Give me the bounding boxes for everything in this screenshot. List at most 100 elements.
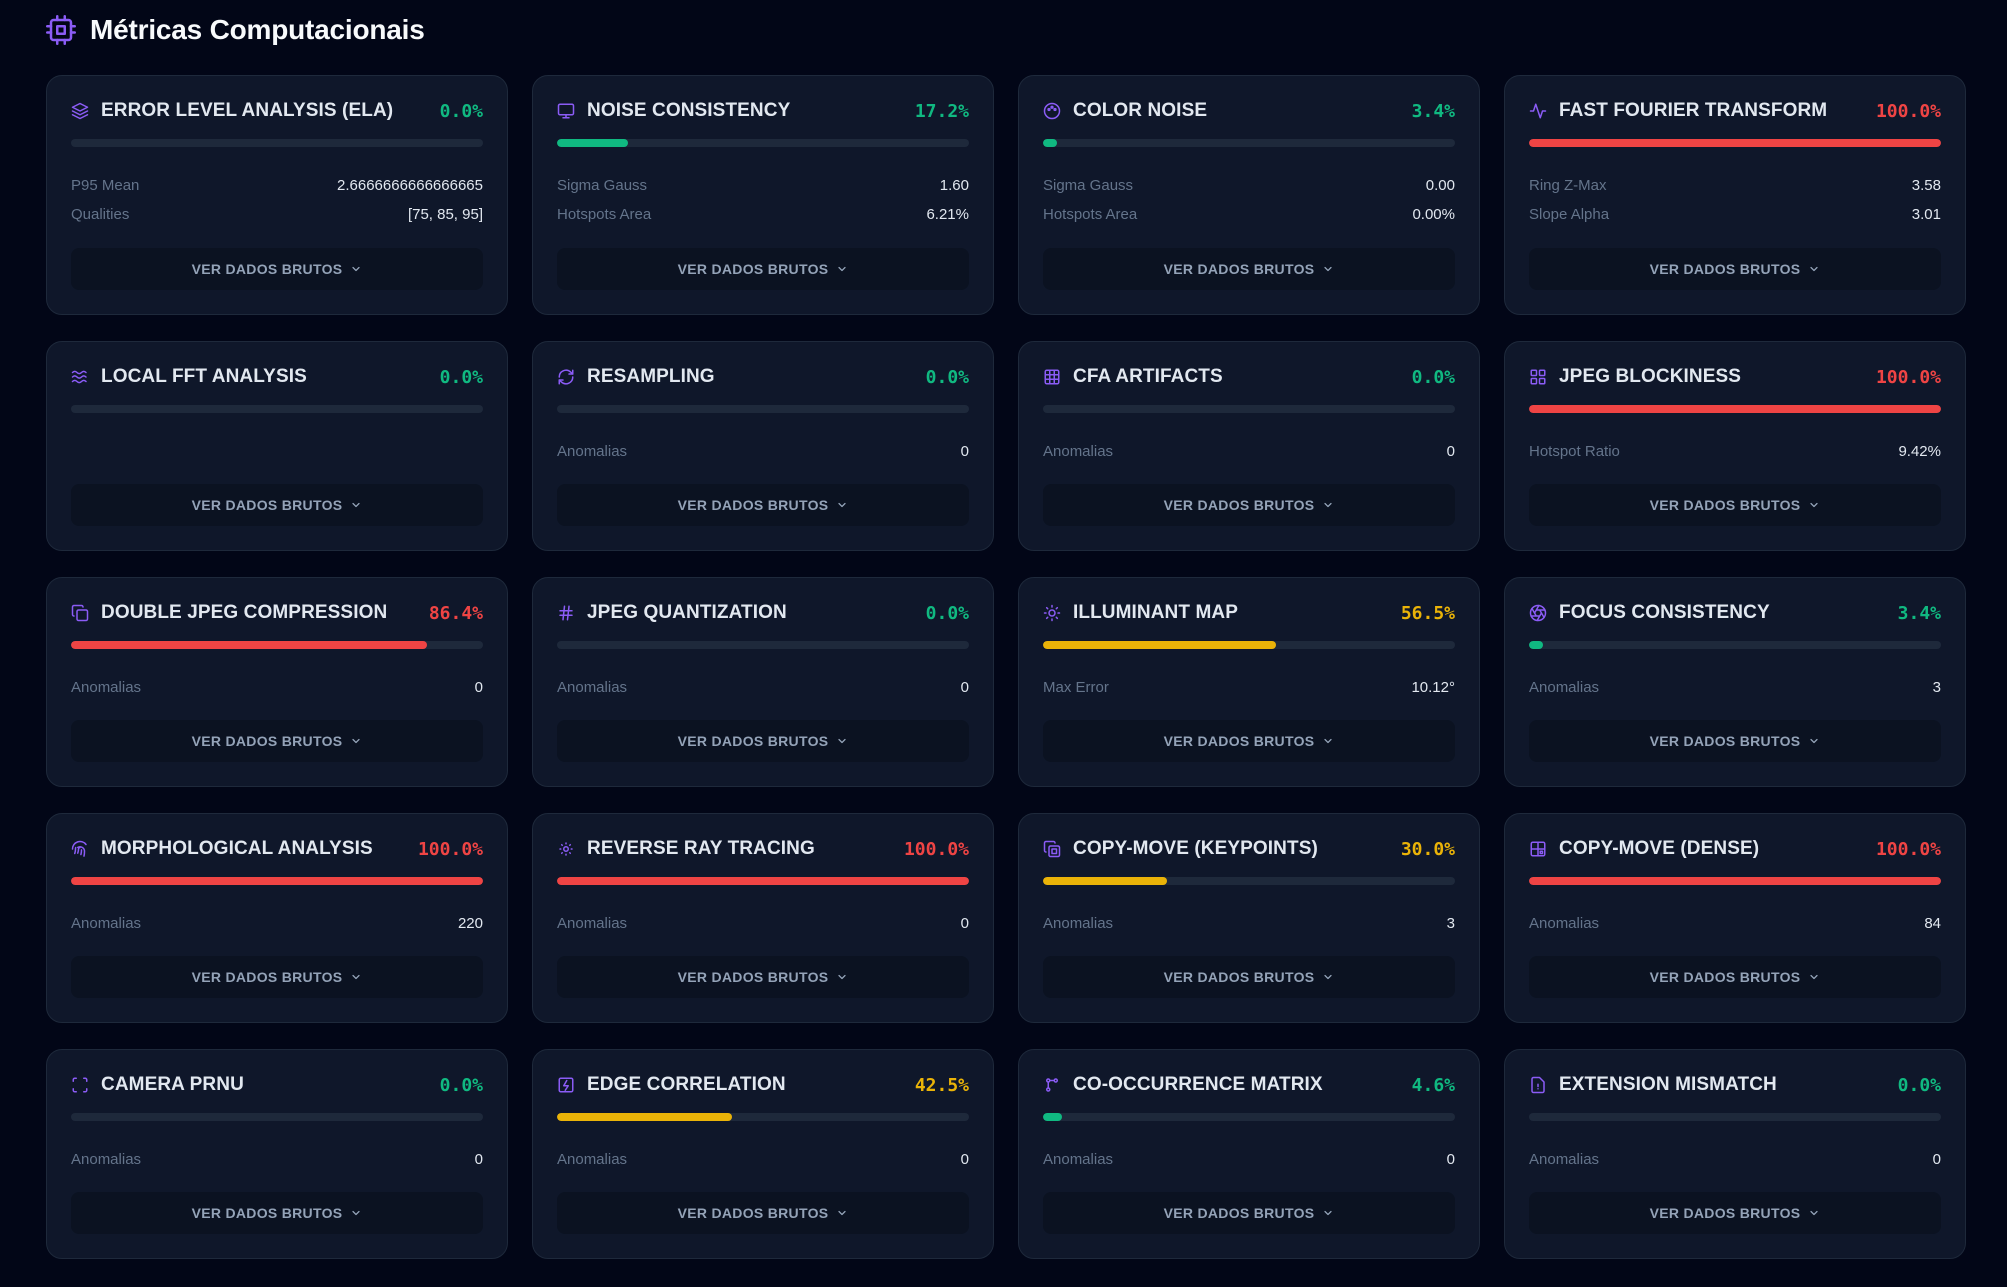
score-bar xyxy=(1529,405,1941,413)
stat-row: Sigma Gauss 0.00 xyxy=(1043,171,1455,200)
view-raw-data-button[interactable]: VER DADOS BRUTOS xyxy=(71,956,483,998)
score-bar-fill xyxy=(557,139,628,147)
chevron-down-icon xyxy=(836,263,848,275)
stat-row: Sigma Gauss 1.60 xyxy=(557,171,969,200)
stat-row: Qualities [75, 85, 95] xyxy=(71,200,483,229)
aperture-icon xyxy=(1529,604,1547,622)
grid-icon xyxy=(1043,368,1061,386)
view-raw-data-label: VER DADOS BRUTOS xyxy=(1163,733,1315,749)
metric-card: FOCUS CONSISTENCY 3.4% Anomalias 3 VER DADOS… xyxy=(1504,577,1966,787)
chevron-down-icon xyxy=(836,735,848,747)
chevron-down-icon xyxy=(350,263,362,275)
card-header: FOCUS CONSISTENCY 3.4% xyxy=(1529,602,1941,624)
view-raw-data-button[interactable]: VER DADOS BRUTOS xyxy=(1043,248,1455,290)
view-raw-data-button[interactable]: VER DADOS BRUTOS xyxy=(71,248,483,290)
view-raw-data-button[interactable]: VER DADOS BRUTOS xyxy=(557,720,969,762)
copy-keypoint-icon xyxy=(1043,840,1061,858)
score-bar-fill xyxy=(1043,641,1276,649)
view-raw-data-label: VER DADOS BRUTOS xyxy=(1649,733,1801,749)
score-bar-fill xyxy=(1529,877,1941,885)
chevron-down-icon xyxy=(836,1207,848,1219)
card-header: COLOR NOISE 3.4% xyxy=(1043,100,1455,122)
view-raw-data-label: VER DADOS BRUTOS xyxy=(677,969,829,985)
stat-row: Ring Z-Max 3.58 xyxy=(1529,171,1941,200)
view-raw-data-button[interactable]: VER DADOS BRUTOS xyxy=(557,484,969,526)
metric-card: CO-OCCURRENCE MATRIX 4.6% Anomalias 0 VER DA… xyxy=(1018,1049,1480,1259)
stat-label: Qualities xyxy=(71,206,130,223)
view-raw-data-button[interactable]: VER DADOS BRUTOS xyxy=(1529,484,1941,526)
stats-list: Anomalias 0 xyxy=(557,673,969,702)
view-raw-data-button[interactable]: VER DADOS BRUTOS xyxy=(1529,956,1941,998)
card-title: EXTENSION MISMATCH xyxy=(1559,1074,1777,1095)
card-header: CFA ARTIFACTS 0.0% xyxy=(1043,366,1455,388)
view-raw-data-label: VER DADOS BRUTOS xyxy=(677,1205,829,1221)
stat-label: Anomalias xyxy=(1529,679,1600,696)
stat-label: Anomalias xyxy=(1043,1151,1114,1168)
card-title: FOCUS CONSISTENCY xyxy=(1559,602,1770,623)
view-raw-data-button[interactable]: VER DADOS BRUTOS xyxy=(71,720,483,762)
score-percent: 86.4% xyxy=(428,602,483,624)
score-bar xyxy=(1529,641,1941,649)
view-raw-data-label: VER DADOS BRUTOS xyxy=(1649,261,1801,277)
card-title: CAMERA PRNU xyxy=(101,1074,244,1095)
stat-label: Hotspot Ratio xyxy=(1529,443,1620,460)
view-raw-data-label: VER DADOS BRUTOS xyxy=(1163,969,1315,985)
stat-row: Anomalias 0 xyxy=(71,1145,483,1174)
stat-row: Anomalias 3 xyxy=(1043,909,1455,938)
stat-value: 0 xyxy=(1446,443,1455,460)
stat-label: Anomalias xyxy=(1529,915,1600,932)
score-percent: 0.0% xyxy=(925,366,969,388)
view-raw-data-button[interactable]: VER DADOS BRUTOS xyxy=(71,484,483,526)
stats-list: Max Error 10.12° xyxy=(1043,673,1455,702)
chevron-down-icon xyxy=(350,735,362,747)
stat-value: 10.12° xyxy=(1411,679,1455,696)
view-raw-data-button[interactable]: VER DADOS BRUTOS xyxy=(1043,956,1455,998)
stat-value: [75, 85, 95] xyxy=(407,206,483,223)
stats-list: Anomalias 0 xyxy=(557,437,969,466)
stats-list: Anomalias 0 xyxy=(71,1145,483,1174)
chevron-down-icon xyxy=(1808,735,1820,747)
view-raw-data-button[interactable]: VER DADOS BRUTOS xyxy=(71,1192,483,1234)
view-raw-data-button[interactable]: VER DADOS BRUTOS xyxy=(1043,484,1455,526)
stats-list: Anomalias 0 xyxy=(1043,1145,1455,1174)
stats-list: Anomalias 0 xyxy=(557,909,969,938)
palette-icon xyxy=(1043,102,1061,120)
score-percent: 42.5% xyxy=(914,1074,969,1096)
view-raw-data-button[interactable]: VER DADOS BRUTOS xyxy=(557,248,969,290)
page-header: Métricas Computacionais xyxy=(46,12,425,48)
chevron-down-icon xyxy=(350,499,362,511)
stat-label: Anomalias xyxy=(557,915,628,932)
view-raw-data-button[interactable]: VER DADOS BRUTOS xyxy=(1529,248,1941,290)
chevron-down-icon xyxy=(836,499,848,511)
stats-list: P95 Mean 2.6666666666666665 Qualities [75, … xyxy=(71,171,483,229)
card-title: EDGE CORRELATION xyxy=(587,1074,786,1095)
metric-card: FAST FOURIER TRANSFORM 100.0% Ring Z-Max 3.… xyxy=(1504,75,1966,315)
score-bar xyxy=(1529,139,1941,147)
page-title: Métricas Computacionais xyxy=(90,14,425,45)
score-percent: 17.2% xyxy=(914,100,969,122)
card-title: CO-OCCURRENCE MATRIX xyxy=(1073,1074,1323,1095)
stat-row: Anomalias 0 xyxy=(557,909,969,938)
score-bar xyxy=(1043,877,1455,885)
stat-label: Anomalias xyxy=(1529,1151,1600,1168)
score-percent: 4.6% xyxy=(1411,1074,1455,1096)
activity-icon xyxy=(1529,102,1547,120)
view-raw-data-button[interactable]: VER DADOS BRUTOS xyxy=(1529,1192,1941,1234)
view-raw-data-button[interactable]: VER DADOS BRUTOS xyxy=(1529,720,1941,762)
stat-label: Anomalias xyxy=(557,679,628,696)
view-raw-data-button[interactable]: VER DADOS BRUTOS xyxy=(1043,720,1455,762)
score-percent: 56.5% xyxy=(1400,602,1455,624)
stat-value: 0 xyxy=(474,1151,483,1168)
metric-card: CFA ARTIFACTS 0.0% Anomalias 0 VER DADOS BRU… xyxy=(1018,341,1480,551)
metric-card: EDGE CORRELATION 42.5% Anomalias 0 VER DADOS… xyxy=(532,1049,994,1259)
view-raw-data-label: VER DADOS BRUTOS xyxy=(677,497,829,513)
view-raw-data-button[interactable]: VER DADOS BRUTOS xyxy=(557,1192,969,1234)
view-raw-data-button[interactable]: VER DADOS BRUTOS xyxy=(557,956,969,998)
score-bar xyxy=(71,139,483,147)
stat-row: Hotspots Area 0.00% xyxy=(1043,200,1455,229)
view-raw-data-button[interactable]: VER DADOS BRUTOS xyxy=(1043,1192,1455,1234)
view-raw-data-label: VER DADOS BRUTOS xyxy=(191,497,343,513)
score-bar xyxy=(71,641,483,649)
score-bar-fill xyxy=(1043,877,1167,885)
chevron-down-icon xyxy=(1322,971,1334,983)
